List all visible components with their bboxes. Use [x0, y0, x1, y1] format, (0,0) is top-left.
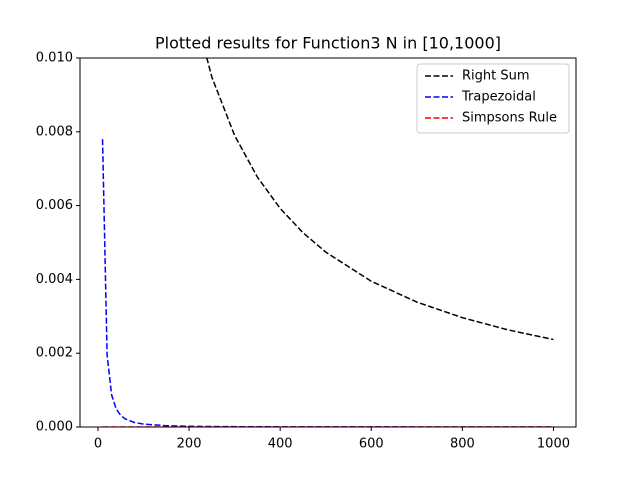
x-tick-label: 600 — [359, 437, 384, 452]
chart-title: Plotted results for Function3 N in [10,1… — [155, 34, 501, 53]
legend-label: Simpsons Rule — [462, 111, 557, 126]
legend-label: Right Sum — [462, 69, 530, 84]
x-tick-label: 200 — [177, 437, 202, 452]
y-tick-label: 0.008 — [36, 124, 73, 139]
x-tick-label: 1000 — [537, 437, 570, 452]
x-tick-label: 400 — [268, 437, 293, 452]
series-line — [101, 139, 554, 427]
y-tick-label: 0.000 — [36, 420, 73, 435]
y-tick-label: 0.006 — [36, 198, 73, 213]
legend-box — [416, 63, 570, 134]
x-tick-label: 800 — [450, 437, 475, 452]
y-tick-label: 0.002 — [36, 346, 73, 361]
series-line — [206, 58, 554, 341]
y-tick-label: 0.010 — [36, 51, 73, 66]
plot-frame — [79, 57, 577, 428]
y-tick-label: 0.004 — [36, 272, 73, 287]
x-tick-label: 0 — [94, 437, 102, 452]
legend-label: Trapezoidal — [461, 90, 536, 105]
